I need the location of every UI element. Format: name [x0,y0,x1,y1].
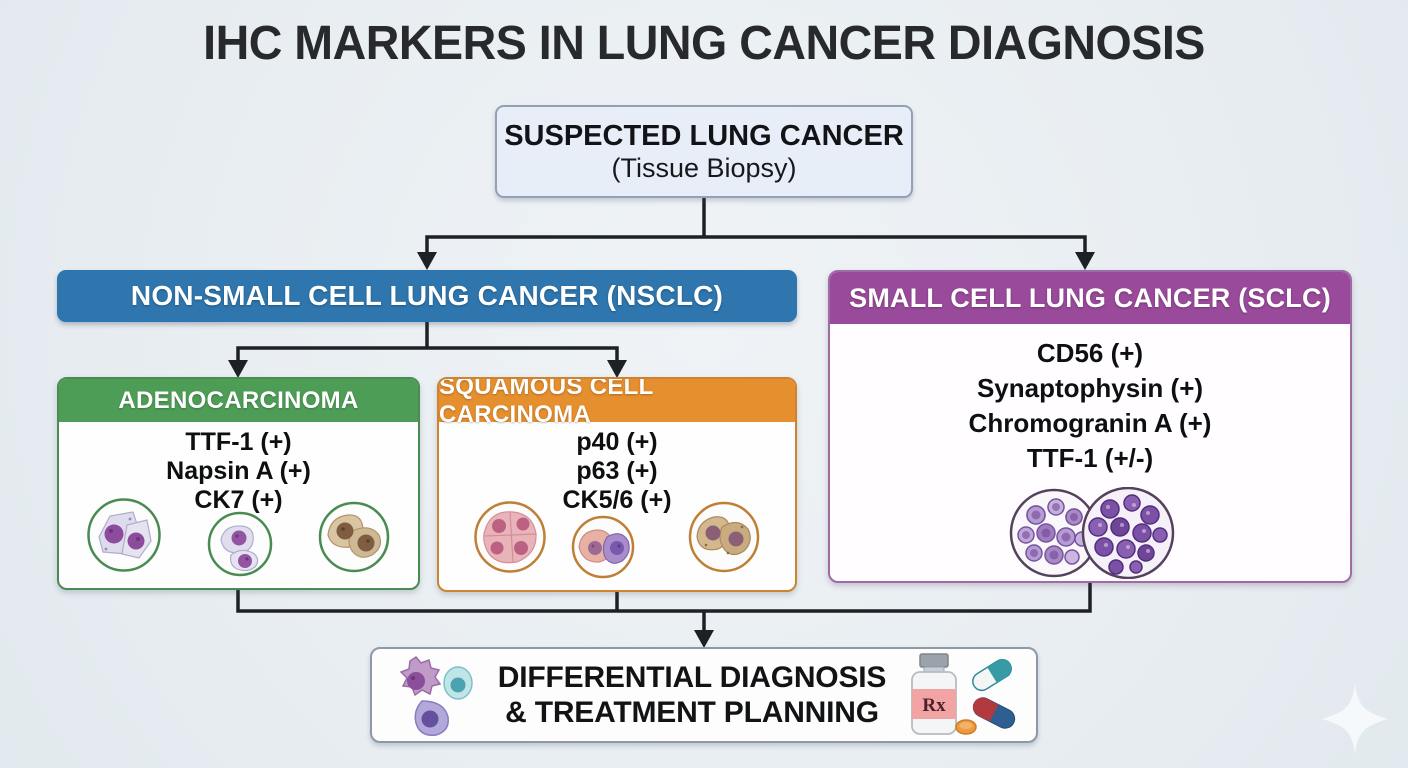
marker-line: CK7 (+) [194,486,283,514]
sclc-label: SMALL CELL LUNG CANCER (SCLC) [849,282,1331,313]
outcome-title-line2: & TREATMENT PLANNING [505,696,879,729]
adenocarcinoma-marker-list: TTF-1 (+) Napsin A (+) CK7 (+) [59,422,418,515]
squamous-node: SQUAMOUS CELL CARCINOMA p40 (+) p63 (+) … [437,377,797,592]
arrowhead-to-sclc [1075,252,1095,270]
arrowhead-to-squamous [607,360,627,378]
connector-branch-nsclc [236,346,619,363]
root-node-subtitle: (Tissue Biopsy) [611,152,797,183]
marker-line: CK5/6 (+) [562,486,672,514]
teardrop-cell-icon [414,700,449,736]
marker-line: Chromogranin A (+) [968,408,1212,438]
arrowhead-to-outcome [694,630,714,648]
squamous-label: SQUAMOUS CELL CARCINOMA [439,377,654,428]
marker-line: CD56 (+) [1036,338,1144,368]
adenocarcinoma-header: ADENOCARCINOMA [59,379,418,422]
nsclc-node: NON-SMALL CELL LUNG CANCER (NSCLC) [57,270,797,322]
adenocarcinoma-label: ADENOCARCINOMA [118,386,359,414]
adeno-cells-icon-1 [87,498,161,572]
squamous-marker-list: p40 (+) p63 (+) CK5/6 (+) [439,422,795,515]
outcome-title-line1: DIFFERENTIAL DIAGNOSIS [497,661,887,694]
sclc-cells-icon [1009,487,1175,579]
outcome-title: DIFFERENTIAL DIAGNOSIS & TREATMENT PLANN… [488,660,896,730]
outcome-node: DIFFERENTIAL DIAGNOSIS & TREATMENT PLANN… [370,647,1038,743]
round-cell-icon [443,666,473,700]
marker-line: TTF-1 (+) [185,428,292,456]
nsclc-label: NON-SMALL CELL LUNG CANCER (NSCLC) [130,280,724,311]
squamous-cells-icon-1 [474,501,546,573]
arrowhead-to-nsclc [417,252,437,270]
root-node-title: SUSPECTED LUNG CANCER [504,119,904,152]
root-node: SUSPECTED LUNG CANCER (Tissue Biopsy) [495,105,913,198]
squamous-cells-icon-2 [571,515,635,579]
tablet-icon [955,719,977,735]
squamous-header: SQUAMOUS CELL CARCINOMA [439,379,795,428]
marker-line: p40 (+) [576,428,658,456]
rx-bottle-icon: Rx [911,653,957,735]
page-title: IHC MARKERS IN LUNG CANCER DIAGNOSIS [203,17,1205,70]
connector-branch-top [425,235,1087,255]
sclc-marker-list: CD56 (+) Synaptophysin (+) Chromogranin … [830,324,1350,476]
sclc-header: SMALL CELL LUNG CANCER (SCLC) [830,272,1350,324]
capsule-red-blue-icon [972,697,1016,729]
marker-line: TTF-1 (+/-) [1026,443,1154,473]
marker-line: Napsin A (+) [166,457,311,485]
marker-line: Synaptophysin (+) [976,373,1204,403]
sparkle-icon [1322,684,1388,754]
adeno-cells-icon-3 [318,501,390,573]
tumor-cell-icon [399,656,442,697]
capsule-teal-icon [972,658,1012,692]
marker-line: p63 (+) [576,457,658,485]
adenocarcinoma-node: ADENOCARCINOMA TTF-1 (+) Napsin A (+) CK… [57,377,420,590]
sclc-node: SMALL CELL LUNG CANCER (SCLC) CD56 (+) S… [828,270,1352,583]
adeno-cells-icon-2 [207,511,273,577]
squamous-cells-icon-3 [688,501,760,573]
meds-icon-group: Rx [911,653,1016,735]
cells-icon-group [399,656,473,736]
svg-text:Rx: Rx [922,695,946,716]
arrowhead-to-adeno [228,360,248,378]
